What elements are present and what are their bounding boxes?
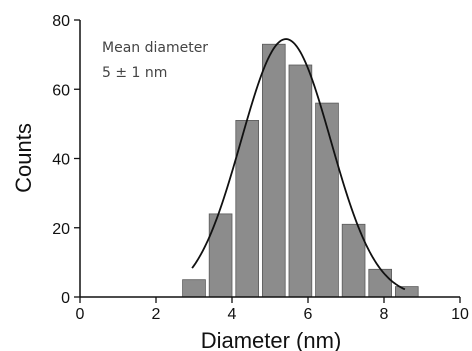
bar-7: [368, 268, 392, 298]
bar-3: [261, 43, 286, 298]
y-tick-label: 0: [61, 290, 70, 307]
y-axis-title: Counts: [11, 123, 36, 193]
y-tick-label: 40: [52, 152, 70, 169]
bar-0: [182, 279, 206, 298]
bar-4: [288, 64, 313, 298]
y-axis-ticks: 0 20 40 60 80: [52, 13, 80, 307]
bars-group: [182, 43, 419, 298]
x-axis-title: Diameter (nm): [201, 328, 342, 351]
annotation-line2: 5 ± 1 nm: [102, 65, 167, 81]
annotation-line1: Mean diameter: [102, 40, 208, 56]
x-tick-label: 8: [380, 306, 389, 323]
y-tick-label: 80: [52, 13, 70, 30]
bar-8: [394, 286, 419, 298]
y-tick-label: 20: [52, 221, 70, 238]
x-tick-label: 2: [152, 306, 161, 323]
x-tick-label: 4: [228, 306, 237, 323]
gaussian-fit-curve: [191, 38, 406, 291]
bar-1: [208, 213, 233, 298]
y-tick-label: 60: [52, 82, 70, 99]
x-tick-label: 6: [304, 306, 313, 323]
x-tick-label: 0: [76, 306, 85, 323]
x-tick-label: 10: [451, 306, 469, 323]
x-axis-ticks: 0 2 4 6 8 10: [76, 297, 469, 323]
bar-5: [315, 102, 339, 298]
